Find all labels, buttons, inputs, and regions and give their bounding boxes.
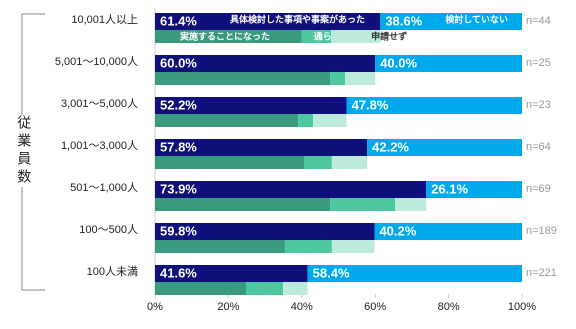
value-label: 52.2% bbox=[160, 97, 197, 112]
category-label: 1,001〜3,000人 bbox=[61, 139, 138, 152]
sub-bar bbox=[330, 198, 396, 211]
sub-bar bbox=[331, 30, 381, 43]
value-label: 73.9% bbox=[160, 181, 197, 196]
bar bbox=[307, 265, 522, 282]
value-label: 60.0% bbox=[160, 55, 197, 70]
sub-bar bbox=[155, 282, 247, 295]
n-label: n=25 bbox=[526, 57, 551, 69]
category-label: 100〜500人 bbox=[79, 223, 138, 236]
bar bbox=[155, 139, 368, 156]
legend-label: 実施することになった bbox=[180, 30, 270, 41]
bar bbox=[155, 223, 375, 240]
value-label: 41.6% bbox=[160, 265, 197, 280]
bar bbox=[375, 55, 522, 72]
sub-bar bbox=[330, 72, 346, 85]
value-label: 61.4% bbox=[160, 13, 197, 28]
category-label: 5,001〜10,000人 bbox=[55, 55, 138, 68]
sub-bar bbox=[155, 198, 331, 211]
sub-bar bbox=[395, 198, 427, 211]
value-label: 58.4% bbox=[313, 265, 350, 280]
n-label: n=64 bbox=[526, 141, 551, 153]
value-label: 42.2% bbox=[372, 139, 409, 154]
sub-bar bbox=[155, 240, 285, 253]
bar bbox=[374, 223, 522, 240]
x-tick-label: 80% bbox=[438, 301, 460, 313]
sub-bar bbox=[331, 156, 368, 169]
legend-label: 具体検討した事項や事案があった bbox=[229, 13, 365, 24]
sub-bar bbox=[155, 156, 305, 169]
y-axis-title: 従業員数 bbox=[16, 115, 32, 187]
value-label: 47.8% bbox=[352, 97, 389, 112]
sub-bar bbox=[304, 156, 332, 169]
x-tick-label: 0% bbox=[147, 301, 163, 313]
n-label: n=221 bbox=[526, 267, 557, 279]
sub-bar bbox=[283, 282, 308, 295]
sub-bar bbox=[298, 114, 314, 127]
category-label: 3,001〜5,000人 bbox=[61, 97, 138, 110]
x-tick-label: 20% bbox=[217, 301, 239, 313]
category-label: 501〜1,000人 bbox=[70, 181, 138, 194]
sub-bar bbox=[246, 282, 284, 295]
bar bbox=[155, 97, 347, 114]
bar bbox=[367, 139, 522, 156]
x-tick-label: 100% bbox=[508, 301, 536, 313]
category-label: 10,001人以上 bbox=[71, 13, 138, 26]
bar bbox=[346, 97, 522, 114]
value-label: 59.8% bbox=[160, 223, 197, 238]
bar bbox=[426, 181, 522, 198]
bar bbox=[155, 265, 308, 282]
legend-label: 検討していない bbox=[445, 13, 508, 24]
value-label: 40.0% bbox=[380, 55, 417, 70]
sub-bar bbox=[155, 30, 302, 43]
n-label: n=23 bbox=[526, 99, 551, 111]
n-label: n=189 bbox=[526, 225, 557, 237]
n-label: n=69 bbox=[526, 183, 551, 195]
value-label: 38.6% bbox=[385, 13, 422, 28]
bar bbox=[380, 13, 522, 30]
bar bbox=[155, 13, 381, 30]
value-label: 40.2% bbox=[379, 223, 416, 238]
sub-bar bbox=[284, 240, 332, 253]
sub-bar bbox=[313, 114, 347, 127]
bar bbox=[155, 181, 427, 198]
legend-label: 申請せず bbox=[371, 30, 407, 41]
x-tick-label: 40% bbox=[291, 301, 313, 313]
x-tick-label: 60% bbox=[364, 301, 386, 313]
sub-bar bbox=[331, 240, 375, 253]
n-label: n=44 bbox=[526, 15, 551, 27]
bar bbox=[155, 55, 376, 72]
category-label: 100人未満 bbox=[87, 265, 138, 278]
sub-bar bbox=[155, 72, 331, 85]
value-label: 26.1% bbox=[431, 181, 468, 196]
title-bg bbox=[12, 115, 34, 187]
sub-bar bbox=[345, 72, 376, 85]
value-label: 57.8% bbox=[160, 139, 197, 154]
sub-bar bbox=[301, 30, 332, 43]
sub-bar bbox=[155, 114, 299, 127]
